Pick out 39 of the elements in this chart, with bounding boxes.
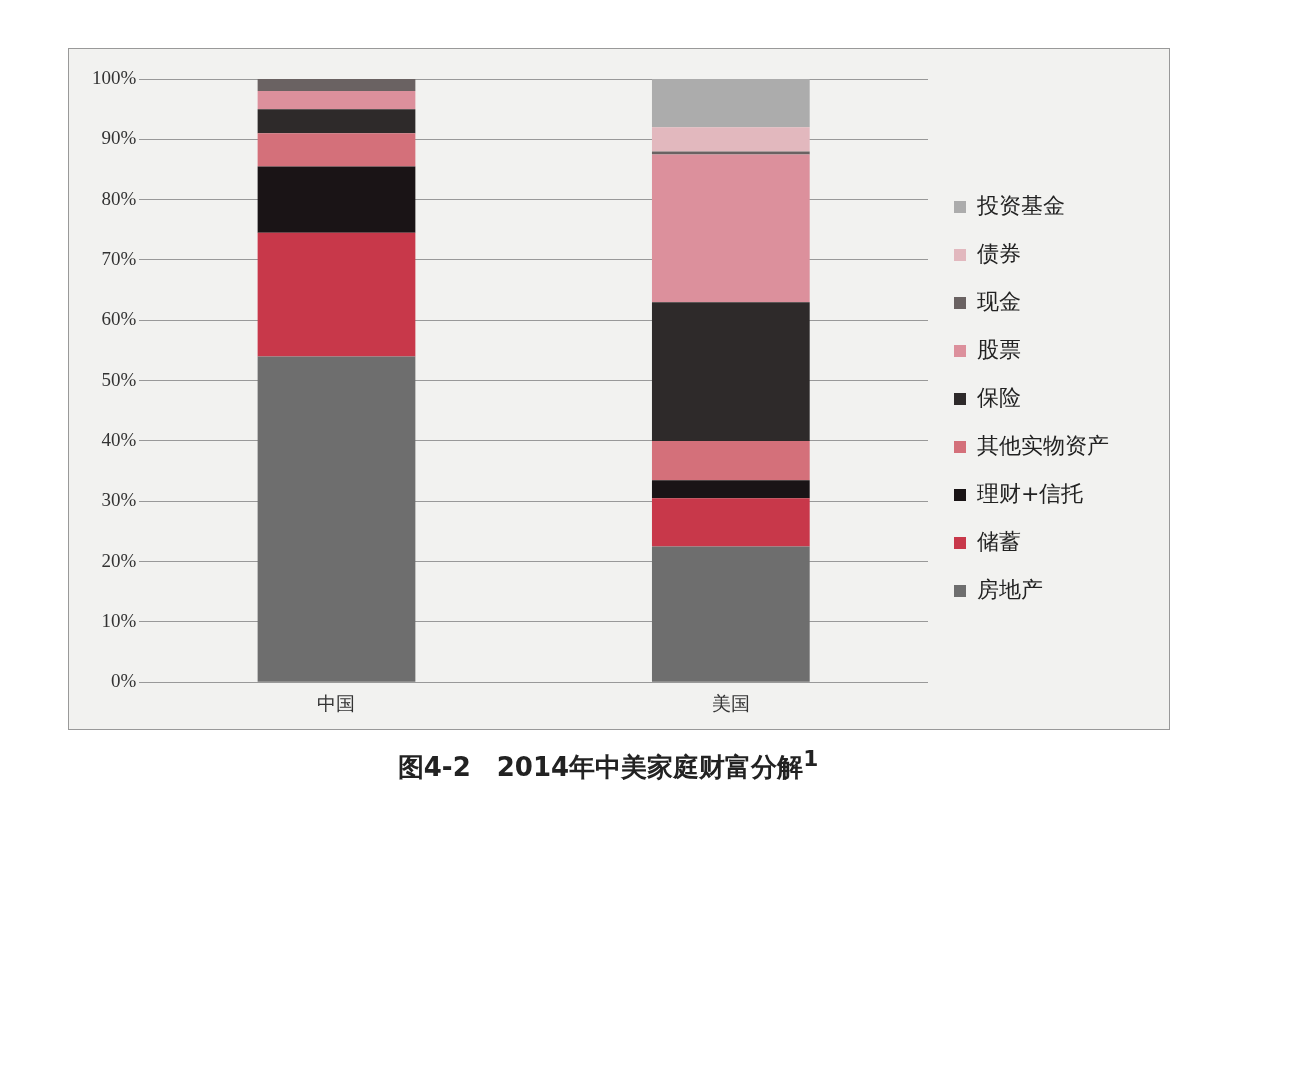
y-tick-label: 60% bbox=[101, 308, 137, 330]
bar bbox=[257, 232, 416, 357]
legend-label: 其他实物资产 bbox=[977, 432, 1109, 458]
bar bbox=[257, 79, 416, 92]
bar bbox=[257, 166, 416, 233]
bar bbox=[651, 440, 810, 481]
bar bbox=[257, 356, 416, 682]
bar bbox=[651, 480, 810, 499]
bar bbox=[651, 151, 810, 155]
y-tick-label: 0% bbox=[111, 670, 137, 692]
y-tick-label: 40% bbox=[101, 428, 137, 450]
legend-label: 股票 bbox=[977, 336, 1021, 362]
legend-label: 现金 bbox=[977, 288, 1021, 314]
y-tick-label: 10% bbox=[101, 609, 137, 631]
y-tick-label: 30% bbox=[101, 489, 137, 511]
y-tick-label: 90% bbox=[101, 127, 137, 149]
y-tick-label: 70% bbox=[101, 247, 137, 269]
bar bbox=[257, 91, 416, 110]
bar bbox=[651, 79, 810, 128]
legend-label: 保险 bbox=[977, 384, 1021, 410]
legend-label: 理财+信托 bbox=[977, 480, 1084, 506]
x-tick-label: 中国 bbox=[317, 692, 356, 714]
bar bbox=[651, 498, 810, 547]
legend-label: 债券 bbox=[977, 240, 1021, 266]
y-tick-label: 50% bbox=[101, 368, 137, 390]
bar bbox=[651, 154, 810, 303]
legend-label: 房地产 bbox=[977, 576, 1043, 602]
bar bbox=[257, 133, 416, 167]
legend-label: 储蓄 bbox=[977, 528, 1021, 554]
bar bbox=[257, 109, 416, 134]
x-tick-label: 美国 bbox=[711, 692, 750, 714]
bar bbox=[651, 127, 810, 152]
bar bbox=[651, 546, 810, 682]
y-tick-label: 100% bbox=[92, 66, 137, 88]
text: 图4-2 2014年中美家庭财富分解$^{1}$ bbox=[396, 746, 820, 784]
legend-label: 投资基金 bbox=[976, 192, 1065, 218]
bar bbox=[651, 302, 810, 441]
y-tick-label: 80% bbox=[101, 187, 137, 209]
y-tick-label: 20% bbox=[101, 549, 137, 571]
